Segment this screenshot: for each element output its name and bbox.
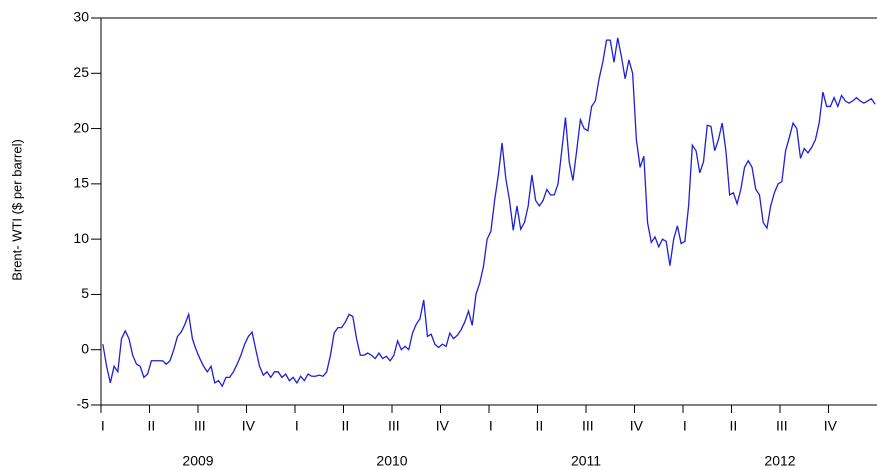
x-tick-label: I bbox=[101, 418, 105, 434]
x-tick-label: III bbox=[194, 418, 206, 434]
y-tick-label: 15 bbox=[73, 175, 89, 191]
y-tick-label: 0 bbox=[81, 340, 89, 356]
year-label: 2009 bbox=[182, 453, 213, 469]
x-tick-label: II bbox=[147, 418, 155, 434]
year-label: 2010 bbox=[376, 453, 407, 469]
y-tick-label: 5 bbox=[81, 285, 89, 301]
y-tick-label: 20 bbox=[73, 119, 89, 135]
y-tick-label: 30 bbox=[73, 9, 89, 25]
x-tick-label: I bbox=[683, 418, 687, 434]
y-tick-label: -5 bbox=[77, 396, 90, 412]
y-tick-label: 10 bbox=[73, 230, 89, 246]
x-tick-label: II bbox=[341, 418, 349, 434]
x-tick-label: III bbox=[582, 418, 594, 434]
year-label: 2012 bbox=[764, 453, 795, 469]
x-tick-label: II bbox=[729, 418, 737, 434]
x-tick-label: IV bbox=[242, 418, 256, 434]
x-tick-label: IV bbox=[630, 418, 644, 434]
data-line bbox=[102, 37, 876, 388]
y-axis-label: Brent- WTI ($ per barrel) bbox=[9, 139, 24, 281]
x-tick-label: III bbox=[388, 418, 400, 434]
x-tick-label: I bbox=[295, 418, 299, 434]
x-tick-label: II bbox=[535, 418, 543, 434]
y-tick-label: 25 bbox=[73, 64, 89, 80]
x-tick-label: I bbox=[489, 418, 493, 434]
x-tick-label: IV bbox=[824, 418, 838, 434]
x-tick-label: III bbox=[776, 418, 788, 434]
year-label: 2011 bbox=[571, 453, 601, 469]
x-tick-label: IV bbox=[436, 418, 450, 434]
